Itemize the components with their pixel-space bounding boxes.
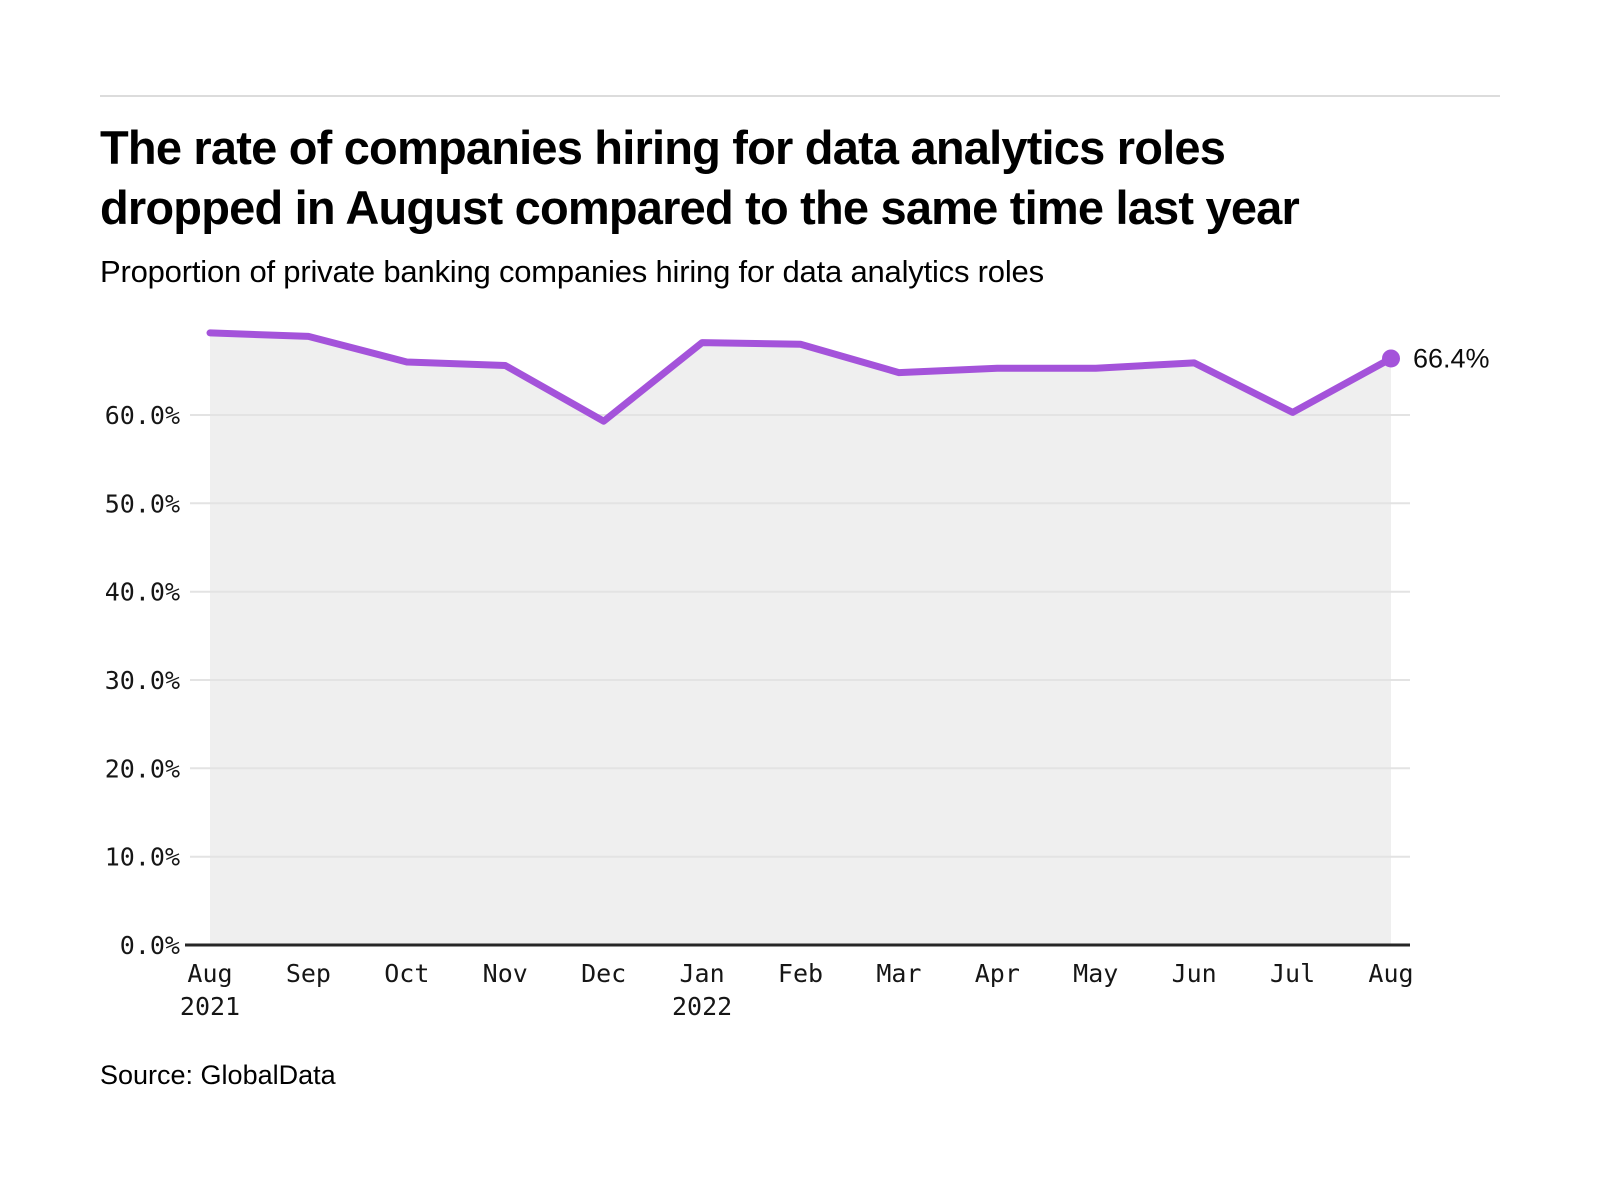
y-tick-label: 60.0%	[105, 401, 180, 430]
x-tick-label: Aug	[187, 959, 232, 988]
x-tick-label: Mar	[876, 959, 921, 988]
end-value-label: 66.4%	[1413, 343, 1490, 373]
top-divider-rule	[100, 95, 1500, 97]
chart-subtitle: Proportion of private banking companies …	[100, 254, 1044, 289]
x-tick-label: Jul	[1270, 959, 1315, 988]
x-tick-year-label: 2021	[180, 992, 240, 1021]
y-tick-label: 10.0%	[105, 843, 180, 872]
x-tick-label: Oct	[384, 959, 429, 988]
area-fill	[210, 332, 1391, 945]
y-tick-label: 30.0%	[105, 666, 180, 695]
x-tick-year-label: 2022	[672, 992, 732, 1021]
end-point-dot	[1382, 349, 1400, 368]
x-tick-label: Jan	[680, 959, 725, 988]
y-tick-label: 0.0%	[120, 931, 180, 960]
x-tick-label: May	[1073, 959, 1118, 988]
source-attribution: Source: GlobalData	[100, 1060, 336, 1090]
x-tick-label: Jun	[1172, 959, 1217, 988]
y-tick-label: 20.0%	[105, 754, 180, 783]
x-tick-label: Sep	[286, 959, 331, 988]
y-tick-label: 40.0%	[105, 578, 180, 607]
x-tick-label: Dec	[581, 959, 626, 988]
x-tick-label: Feb	[778, 959, 823, 988]
x-tick-label: Aug	[1368, 959, 1413, 988]
y-tick-label: 50.0%	[105, 489, 180, 518]
chart-title-line1: The rate of companies hiring for data an…	[100, 121, 1226, 174]
x-tick-label: Apr	[975, 959, 1020, 988]
series-line	[206, 329, 1395, 425]
chart-title-line2: dropped in August compared to the same t…	[100, 181, 1300, 234]
x-tick-label: Nov	[483, 959, 528, 988]
chart-title: The rate of companies hiring for data an…	[100, 118, 1500, 238]
